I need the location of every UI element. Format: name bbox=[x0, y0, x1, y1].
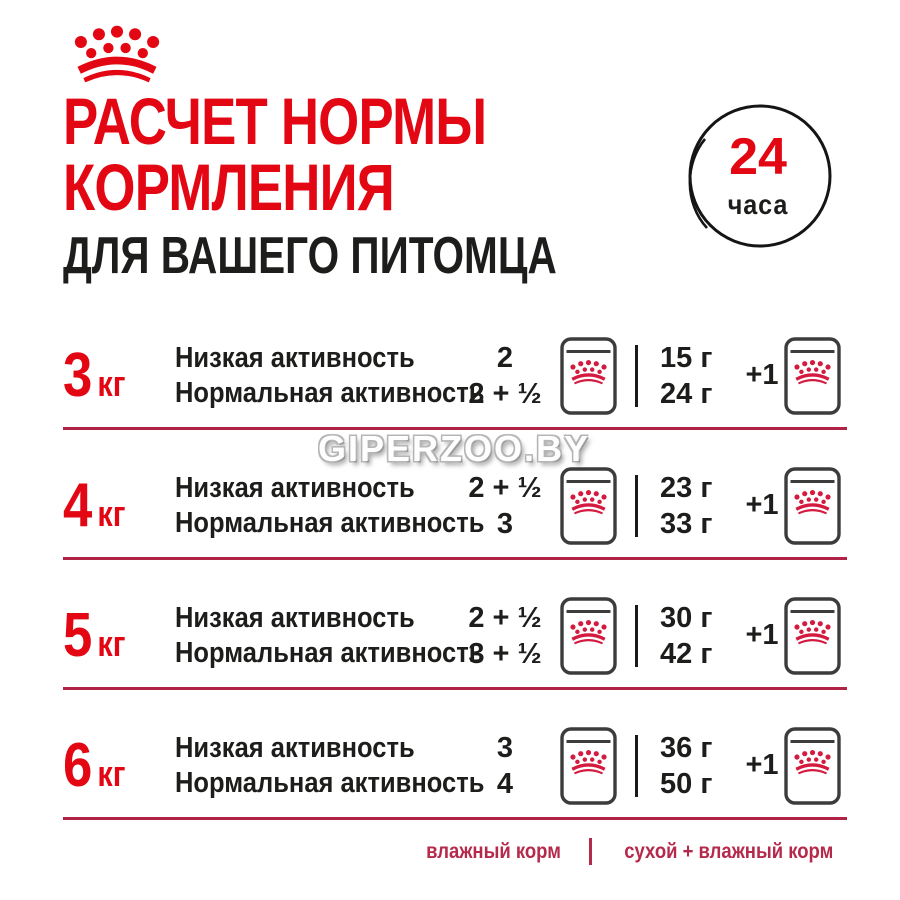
title-line-1: РАСЧЕТ НОРМЫ bbox=[63, 84, 487, 158]
dry-amount-normal: 24 г bbox=[660, 377, 713, 410]
dry-amount-normal: 42 г bbox=[660, 637, 713, 670]
wet-food-amounts: 2 + ½ 3 bbox=[450, 470, 560, 542]
column-divider bbox=[635, 604, 638, 667]
weight-unit: кг bbox=[97, 623, 126, 664]
legend: влажный корм сухой + влажный корм bbox=[63, 838, 847, 865]
activity-normal-label: Нормальная активность bbox=[175, 506, 485, 539]
activity-labels: Низкая активность Нормальная активность bbox=[175, 341, 485, 411]
plus-one-pouch: +1 bbox=[745, 489, 779, 521]
activity-low-label: Низкая активность bbox=[175, 471, 415, 504]
royal-canin-crown-icon bbox=[74, 25, 160, 83]
table-row: 3 кг Низкая активность Нормальная активно… bbox=[63, 300, 847, 430]
wet-food-amounts: 3 4 bbox=[450, 730, 560, 802]
column-divider bbox=[635, 344, 638, 407]
weight-unit: кг bbox=[97, 753, 126, 794]
dry-food-amounts: 23 г 33 г bbox=[660, 470, 740, 542]
page-title: РАСЧЕТ НОРМЫ КОРМЛЕНИЯ bbox=[63, 84, 487, 224]
wet-pouch-icon bbox=[560, 337, 617, 415]
wet-pouch-icon bbox=[560, 467, 617, 545]
watermark: GIPERZOO.BY bbox=[318, 428, 591, 469]
24-hours-circle-icon bbox=[688, 104, 832, 248]
pet-weight: 5 кг bbox=[63, 600, 158, 671]
wet-amount-low: 2 bbox=[496, 341, 514, 374]
dry-amount-normal: 50 г bbox=[660, 767, 713, 800]
weight-value: 6 bbox=[63, 731, 93, 800]
wet-food-amounts: 2 2 + ½ bbox=[450, 340, 560, 412]
weight-unit: кг bbox=[97, 363, 126, 404]
dry-amount-normal: 33 г bbox=[660, 507, 713, 540]
dry-amount-low: 23 г bbox=[660, 471, 713, 504]
plus-one-pouch: +1 bbox=[745, 749, 779, 781]
dry-pouch-icon bbox=[784, 467, 841, 545]
mixed-food-legend-label: сухой + влажный корм bbox=[623, 839, 833, 863]
feeding-table: 3 кг Низкая активность Нормальная активно… bbox=[63, 300, 847, 820]
wet-amount-normal: 3 + ½ bbox=[468, 637, 542, 670]
activity-labels: Низкая активность Нормальная активность bbox=[175, 471, 485, 541]
wet-pouch-icon bbox=[560, 597, 617, 675]
dry-pouch-icon bbox=[784, 597, 841, 675]
dry-pouch-icon bbox=[784, 337, 841, 415]
activity-low-label: Низкая активность bbox=[175, 731, 415, 764]
wet-food-amounts: 2 + ½ 3 + ½ bbox=[450, 600, 560, 672]
activity-normal-label: Нормальная активность bbox=[175, 376, 485, 409]
dry-amount-low: 15 г bbox=[660, 341, 713, 374]
column-divider bbox=[635, 734, 638, 797]
activity-labels: Низкая активность Нормальная активность bbox=[175, 731, 485, 801]
dry-pouch-icon bbox=[784, 727, 841, 805]
title-line-2: КОРМЛЕНИЯ bbox=[63, 150, 395, 224]
page-subtitle: ДЛЯ ВАШЕГО ПИТОМЦА bbox=[63, 227, 557, 285]
weight-value: 4 bbox=[63, 471, 93, 540]
activity-normal-label: Нормальная активность bbox=[175, 766, 485, 799]
table-row: 6 кг Низкая активность Нормальная активно… bbox=[63, 690, 847, 820]
weight-unit: кг bbox=[97, 493, 126, 534]
wet-food-legend-label: влажный корм bbox=[426, 839, 562, 863]
pet-weight: 4 кг bbox=[63, 470, 158, 541]
table-row: 4 кг Низкая активность Нормальная активно… bbox=[63, 430, 847, 560]
wet-amount-low: 2 + ½ bbox=[468, 601, 542, 634]
24-hours-badge: 24 часа bbox=[677, 97, 839, 259]
wet-amount-low: 3 bbox=[496, 731, 514, 764]
badge-hours-value: 24 bbox=[729, 128, 787, 186]
activity-low-label: Низкая активность bbox=[175, 601, 415, 634]
plus-one-pouch: +1 bbox=[745, 359, 779, 391]
wet-pouch-icon bbox=[560, 727, 617, 805]
column-divider bbox=[635, 474, 638, 537]
dry-food-amounts: 36 г 50 г bbox=[660, 730, 740, 802]
dry-amount-low: 36 г bbox=[660, 731, 713, 764]
activity-low-label: Низкая активность bbox=[175, 341, 415, 374]
legend-divider bbox=[588, 838, 592, 865]
dry-food-amounts: 15 г 24 г bbox=[660, 340, 740, 412]
table-row: 5 кг Низкая активность Нормальная активно… bbox=[63, 560, 847, 690]
weight-value: 3 bbox=[63, 341, 93, 410]
wet-amount-low: 2 + ½ bbox=[468, 471, 542, 504]
wet-amount-normal: 2 + ½ bbox=[468, 377, 542, 410]
wet-amount-normal: 3 bbox=[496, 507, 514, 540]
activity-normal-label: Нормальная активность bbox=[175, 636, 485, 669]
wet-amount-normal: 4 bbox=[496, 767, 514, 800]
activity-labels: Низкая активность Нормальная активность bbox=[175, 601, 485, 671]
weight-value: 5 bbox=[63, 601, 93, 670]
pet-weight: 3 кг bbox=[63, 340, 158, 411]
pet-weight: 6 кг bbox=[63, 730, 158, 801]
plus-one-pouch: +1 bbox=[745, 619, 779, 651]
dry-food-amounts: 30 г 42 г bbox=[660, 600, 740, 672]
badge-hours-unit: часа bbox=[727, 189, 789, 220]
dry-amount-low: 30 г bbox=[660, 601, 713, 634]
